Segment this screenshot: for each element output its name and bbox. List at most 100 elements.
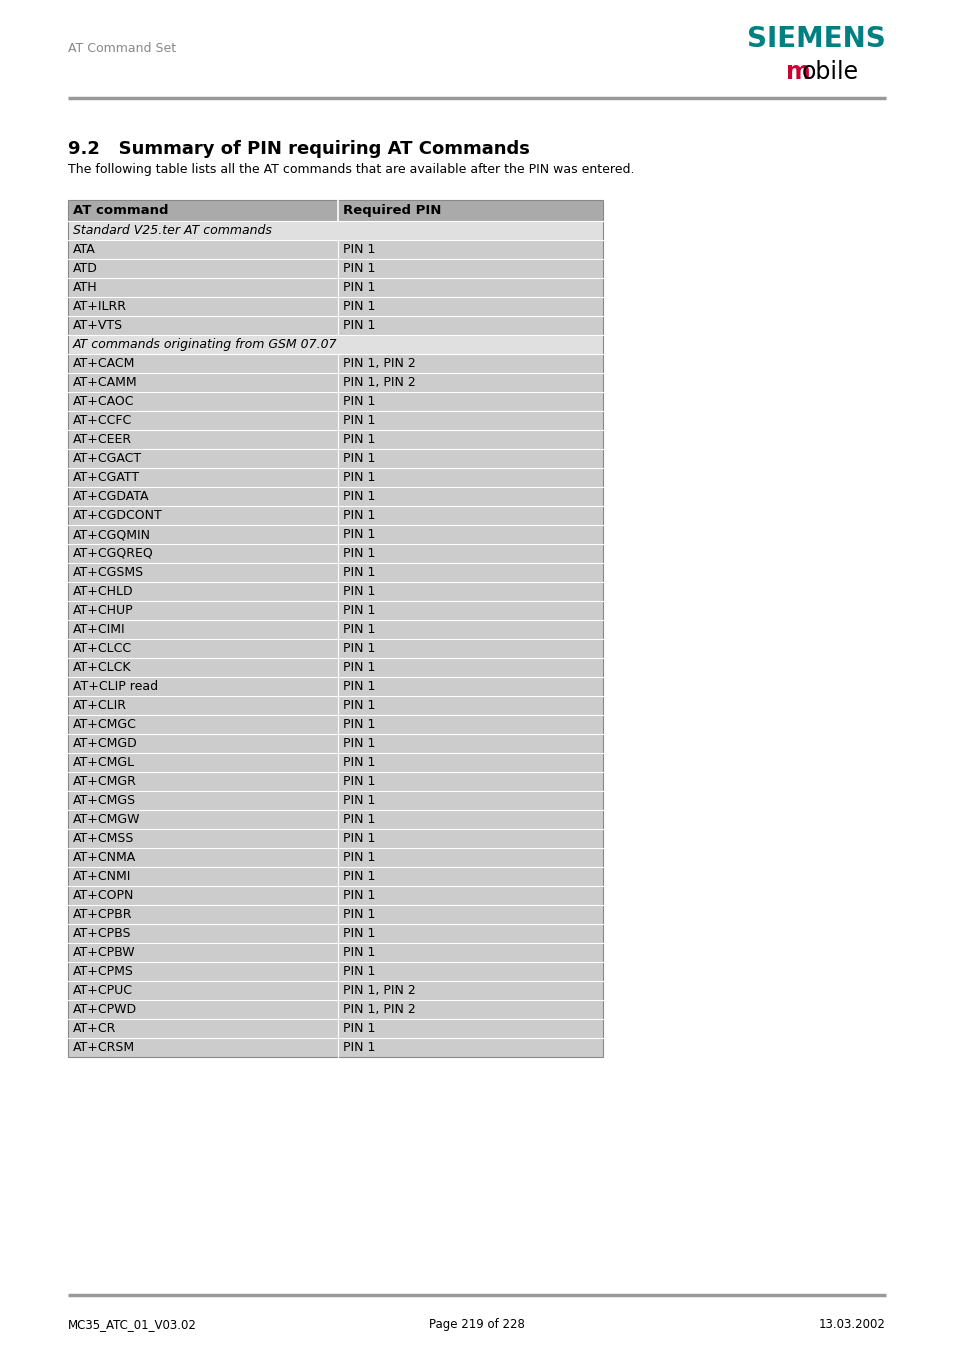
- Text: PIN 1: PIN 1: [343, 471, 375, 484]
- Bar: [68, 771, 602, 790]
- Text: AT+CPWD: AT+CPWD: [73, 1002, 137, 1016]
- Text: AT+CMGS: AT+CMGS: [73, 794, 136, 807]
- Text: AT+CLCK: AT+CLCK: [73, 661, 132, 674]
- Bar: [68, 790, 602, 811]
- Text: AT command: AT command: [73, 204, 169, 218]
- Text: AT+CMSS: AT+CMSS: [73, 832, 134, 844]
- Text: PIN 1, PIN 2: PIN 1, PIN 2: [343, 376, 416, 389]
- Bar: [68, 449, 602, 467]
- Bar: [68, 962, 602, 981]
- Text: PIN 1: PIN 1: [343, 794, 375, 807]
- Text: PIN 1: PIN 1: [343, 300, 375, 313]
- Text: AT+CGSMS: AT+CGSMS: [73, 566, 144, 580]
- Text: AT+CGQREQ: AT+CGQREQ: [73, 547, 153, 561]
- Text: Required PIN: Required PIN: [343, 204, 441, 218]
- Bar: [68, 392, 602, 411]
- Text: PIN 1: PIN 1: [343, 813, 375, 825]
- Text: AT+CGDCONT: AT+CGDCONT: [73, 509, 163, 521]
- Text: PIN 1: PIN 1: [343, 585, 375, 598]
- Bar: [68, 240, 602, 259]
- Text: PIN 1: PIN 1: [343, 1021, 375, 1035]
- Text: PIN 1: PIN 1: [343, 243, 375, 255]
- Text: PIN 1: PIN 1: [343, 946, 375, 959]
- Text: AT+CGATT: AT+CGATT: [73, 471, 140, 484]
- Bar: [68, 200, 602, 1056]
- Text: AT+CGACT: AT+CGACT: [73, 453, 142, 465]
- Bar: [68, 259, 602, 278]
- Text: AT+CNMI: AT+CNMI: [73, 870, 132, 884]
- Text: PIN 1: PIN 1: [343, 870, 375, 884]
- Text: AT+ILRR: AT+ILRR: [73, 300, 127, 313]
- Bar: [68, 811, 602, 830]
- Text: PIN 1, PIN 2: PIN 1, PIN 2: [343, 357, 416, 370]
- Bar: [68, 582, 602, 601]
- Text: ATA: ATA: [73, 243, 95, 255]
- Text: AT+CAOC: AT+CAOC: [73, 394, 134, 408]
- Bar: [68, 658, 602, 677]
- Text: PIN 1: PIN 1: [343, 394, 375, 408]
- Bar: [68, 200, 602, 222]
- Text: PIN 1: PIN 1: [343, 509, 375, 521]
- Text: PIN 1: PIN 1: [343, 413, 375, 427]
- Bar: [68, 905, 602, 924]
- Bar: [68, 734, 602, 753]
- Text: AT+CIMI: AT+CIMI: [73, 623, 126, 636]
- Bar: [68, 507, 602, 526]
- Bar: [68, 335, 602, 354]
- Text: AT+CLIP read: AT+CLIP read: [73, 680, 158, 693]
- Text: AT+CPMS: AT+CPMS: [73, 965, 133, 978]
- Text: AT+CMGC: AT+CMGC: [73, 717, 136, 731]
- Bar: [68, 526, 602, 544]
- Bar: [68, 373, 602, 392]
- Text: PIN 1: PIN 1: [343, 775, 375, 788]
- Bar: [68, 715, 602, 734]
- Bar: [68, 696, 602, 715]
- Text: AT+COPN: AT+COPN: [73, 889, 134, 902]
- Bar: [68, 1019, 602, 1038]
- Text: AT+CNMA: AT+CNMA: [73, 851, 136, 865]
- Bar: [68, 544, 602, 563]
- Bar: [68, 601, 602, 620]
- Bar: [68, 943, 602, 962]
- Text: AT+CGDATA: AT+CGDATA: [73, 490, 150, 503]
- Bar: [68, 297, 602, 316]
- Text: PIN 1: PIN 1: [343, 757, 375, 769]
- Text: PIN 1: PIN 1: [343, 738, 375, 750]
- Text: PIN 1: PIN 1: [343, 661, 375, 674]
- Text: PIN 1: PIN 1: [343, 547, 375, 561]
- Text: AT+CAMM: AT+CAMM: [73, 376, 137, 389]
- Bar: [68, 486, 602, 507]
- Bar: [68, 1038, 602, 1056]
- Bar: [68, 867, 602, 886]
- Text: AT+CEER: AT+CEER: [73, 434, 132, 446]
- Text: PIN 1: PIN 1: [343, 623, 375, 636]
- Text: PIN 1: PIN 1: [343, 281, 375, 295]
- Text: The following table lists all the AT commands that are available after the PIN w: The following table lists all the AT com…: [68, 163, 634, 176]
- Text: SIEMENS: SIEMENS: [746, 26, 885, 53]
- Text: PIN 1: PIN 1: [343, 908, 375, 921]
- Text: PIN 1: PIN 1: [343, 642, 375, 655]
- Text: PIN 1: PIN 1: [343, 490, 375, 503]
- Bar: [68, 886, 602, 905]
- Text: ATH: ATH: [73, 281, 97, 295]
- Text: PIN 1: PIN 1: [343, 262, 375, 276]
- Text: PIN 1: PIN 1: [343, 604, 375, 617]
- Text: PIN 1: PIN 1: [343, 453, 375, 465]
- Text: PIN 1: PIN 1: [343, 717, 375, 731]
- Text: PIN 1: PIN 1: [343, 832, 375, 844]
- Text: PIN 1: PIN 1: [343, 965, 375, 978]
- Text: AT+CPBR: AT+CPBR: [73, 908, 132, 921]
- Text: PIN 1: PIN 1: [343, 698, 375, 712]
- Bar: [68, 981, 602, 1000]
- Bar: [68, 848, 602, 867]
- Text: AT commands originating from GSM 07.07: AT commands originating from GSM 07.07: [73, 338, 337, 351]
- Text: AT+CLIR: AT+CLIR: [73, 698, 127, 712]
- Bar: [68, 563, 602, 582]
- Text: AT+CPBW: AT+CPBW: [73, 946, 135, 959]
- Text: AT+CMGW: AT+CMGW: [73, 813, 140, 825]
- Text: PIN 1: PIN 1: [343, 851, 375, 865]
- Text: PIN 1, PIN 2: PIN 1, PIN 2: [343, 984, 416, 997]
- Bar: [68, 753, 602, 771]
- Text: AT+CHLD: AT+CHLD: [73, 585, 133, 598]
- Text: AT+CMGL: AT+CMGL: [73, 757, 135, 769]
